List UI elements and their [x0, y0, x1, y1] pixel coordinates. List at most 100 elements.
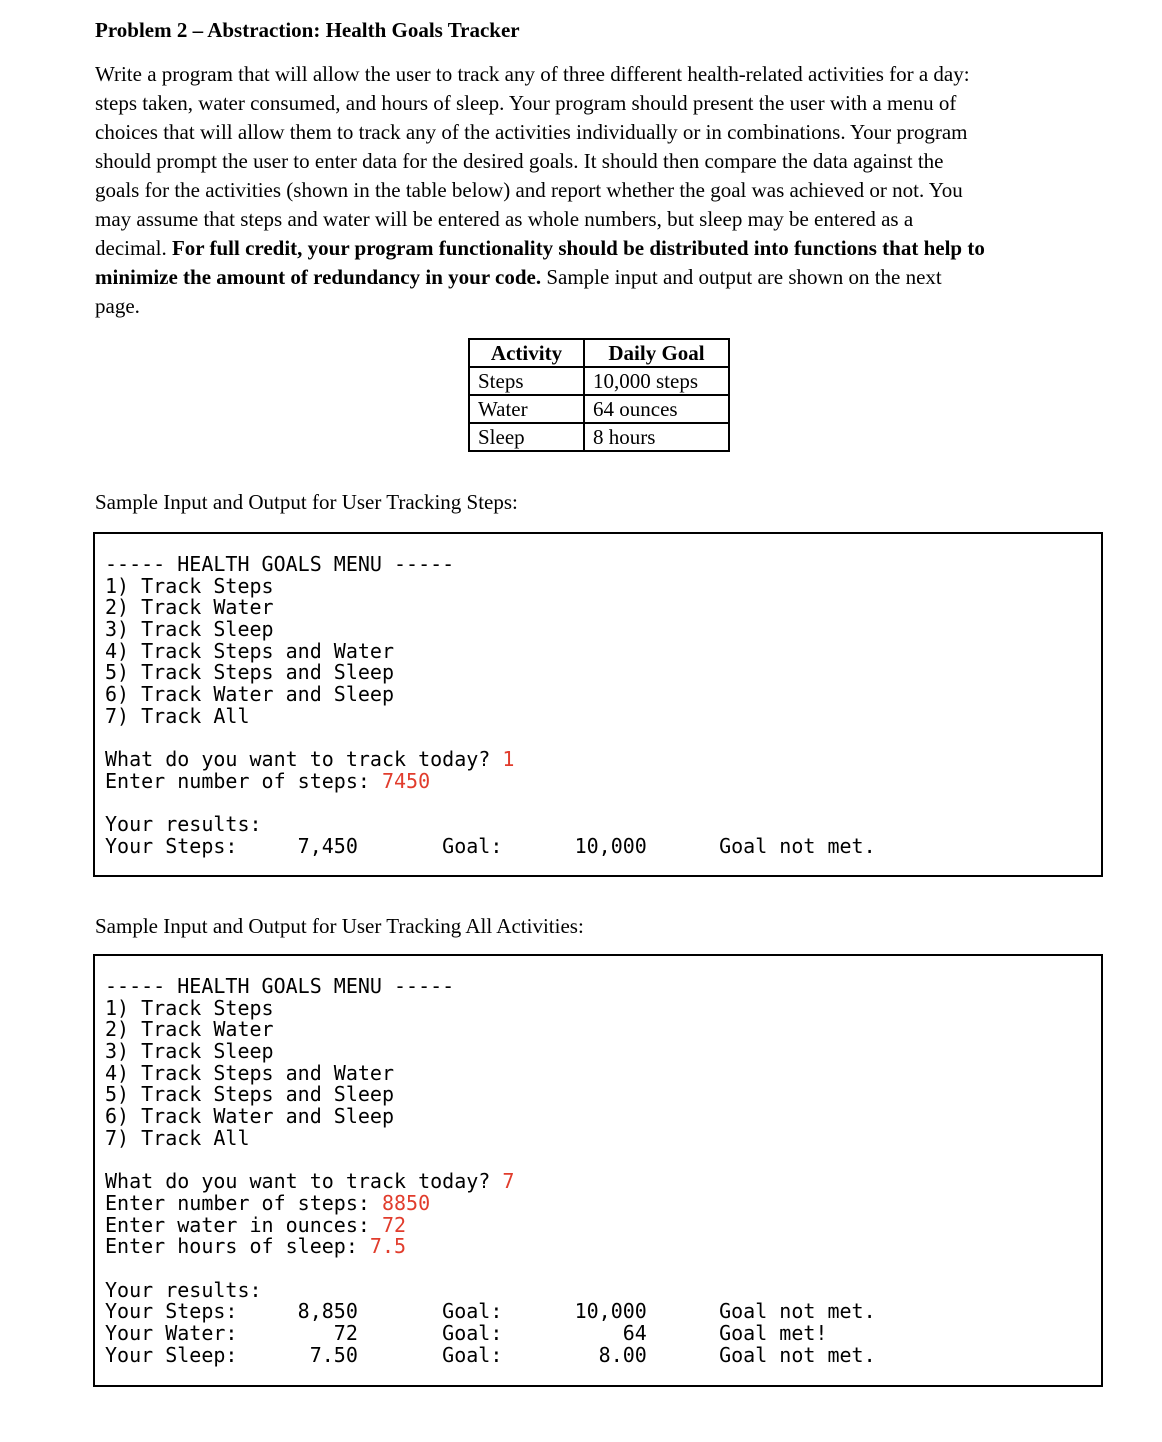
user-input-value: 7450	[381, 768, 431, 793]
terminal-line: Enter number of steps: 8850	[105, 1190, 1101, 1215]
paragraph-line: minimize the amount of redundancy in you…	[95, 263, 1162, 292]
paragraph-line: choices that will allow them to track an…	[95, 118, 1162, 147]
terminal-line: 7) Track All	[105, 1125, 1101, 1150]
text-segment: 5) Track Steps and Sleep	[105, 1082, 394, 1107]
terminal-line: Enter number of steps: 7450	[105, 768, 1101, 793]
terminal-line: 4) Track Steps and Water	[105, 1060, 1101, 1085]
text-segment: 6) Track Water and Sleep	[105, 682, 394, 707]
terminal-line: Your Water: 72 Goal: 64 Goal met!	[105, 1321, 1101, 1345]
goal-cell: 10,000 steps	[583, 366, 730, 396]
text-segment: decimal.	[95, 236, 172, 260]
terminal-line: Your results:	[105, 812, 1101, 837]
problem-description: Write a program that will allow the user…	[95, 60, 1162, 321]
text-segment: Sample input and output are shown on the…	[541, 265, 942, 289]
activity-cell: Sleep	[468, 422, 585, 452]
terminal-line	[105, 1150, 1101, 1172]
text-segment: Your Sleep: 7.50 Goal: 8.00 Goal not met…	[105, 1342, 876, 1367]
terminal-line: Your Steps: 8,850 Goal: 10,000 Goal not …	[105, 1299, 1101, 1324]
table-row: Sleep 8 hours	[468, 422, 730, 452]
text-segment: Your Steps: 7,450 Goal: 10,000 Goal not …	[105, 833, 876, 858]
text-segment: 1) Track Steps	[105, 995, 274, 1020]
text-segment: 2) Track Water	[105, 1017, 274, 1042]
terminal-line: 5) Track Steps and Sleep	[105, 1084, 1101, 1106]
paragraph-line: page.	[95, 292, 1162, 321]
paragraph-line: may assume that steps and water will be …	[95, 205, 1162, 234]
text-segment: 3) Track Sleep	[105, 617, 274, 642]
text-segment: Your results:	[105, 1277, 262, 1302]
paragraph-line: Write a program that will allow the user…	[95, 60, 1162, 89]
terminal-line	[105, 793, 1101, 815]
user-input-value: 7	[502, 1169, 515, 1194]
sample-all-activities-terminal: ----- HEALTH GOALS MENU ----- 1) Track St…	[93, 954, 1103, 1387]
paragraph-line: decimal. For full credit, your program f…	[95, 234, 1162, 263]
goals-table: Activity Daily Goal Steps 10,000 steps W…	[468, 338, 730, 452]
user-input-value: 72	[381, 1212, 407, 1237]
text-segment: goals for the activities (shown in the t…	[95, 178, 963, 202]
problem-title: Problem 2 – Abstraction: Health Goals Tr…	[95, 18, 520, 42]
text-segment: 5) Track Steps and Sleep	[105, 660, 394, 685]
sample-all-activities-label: Sample Input and Output for User Trackin…	[95, 914, 584, 938]
user-input-value: 7.5	[369, 1234, 407, 1259]
terminal-line: Enter hours of sleep: 7.5	[105, 1234, 1101, 1259]
text-segment: may assume that steps and water will be …	[95, 207, 914, 231]
text-segment: steps taken, water consumed, and hours o…	[95, 91, 957, 115]
activity-cell: Steps	[468, 366, 585, 396]
text-segment: What do you want to track today?	[105, 1169, 503, 1194]
terminal-line: 6) Track Water and Sleep	[105, 682, 1101, 707]
activity-cell: Water	[468, 394, 585, 424]
text-segment: For full credit, your program functional…	[171, 236, 985, 260]
terminal-line: 3) Track Sleep	[105, 617, 1101, 642]
text-segment: 1) Track Steps	[105, 573, 274, 598]
goals-table-header-daily-goal: Daily Goal	[583, 338, 730, 368]
paragraph-line: steps taken, water consumed, and hours o…	[95, 89, 1162, 118]
user-input-value: 8850	[381, 1190, 431, 1215]
text-segment: choices that will allow them to track an…	[95, 120, 968, 144]
text-segment: 7) Track All	[105, 703, 250, 728]
text-segment: Your Steps: 8,850 Goal: 10,000 Goal not …	[105, 1299, 876, 1324]
terminal-line: Enter water in ounces: 72	[105, 1212, 1101, 1237]
terminal-line: ----- HEALTH GOALS MENU -----	[105, 552, 1101, 576]
terminal-line: What do you want to track today? 1	[105, 747, 1101, 772]
terminal-line: Your Steps: 7,450 Goal: 10,000 Goal not …	[105, 833, 1101, 858]
paragraph-line: goals for the activities (shown in the t…	[95, 176, 1162, 205]
goal-cell: 8 hours	[583, 422, 730, 452]
text-segment: ----- HEALTH GOALS MENU -----	[105, 552, 455, 576]
text-segment: What do you want to track today?	[105, 747, 503, 772]
text-segment: should prompt the user to enter data for…	[95, 149, 944, 173]
terminal-line: 7) Track All	[105, 703, 1101, 728]
text-segment: Enter hours of sleep:	[105, 1234, 370, 1259]
terminal-line	[105, 728, 1101, 750]
user-input-value: 1	[502, 747, 515, 772]
terminal-line: 1) Track Steps	[105, 573, 1101, 598]
text-segment: Enter number of steps:	[105, 768, 382, 793]
text-segment: 4) Track Steps and Water	[105, 638, 394, 663]
terminal-line: 6) Track Water and Sleep	[105, 1104, 1101, 1129]
terminal-line: 5) Track Steps and Sleep	[105, 662, 1101, 684]
text-segment: 6) Track Water and Sleep	[105, 1104, 394, 1129]
table-row: Steps 10,000 steps	[468, 366, 730, 396]
text-segment: 2) Track Water	[105, 595, 274, 620]
terminal-line: 2) Track Water	[105, 597, 1101, 619]
paragraph-line: should prompt the user to enter data for…	[95, 147, 1162, 176]
terminal-line: What do you want to track today? 7	[105, 1169, 1101, 1194]
text-segment: Enter water in ounces:	[105, 1212, 382, 1237]
sample-steps-label: Sample Input and Output for User Trackin…	[95, 490, 518, 514]
text-segment: Your results:	[105, 812, 262, 837]
goals-table-header-row: Activity Daily Goal	[468, 338, 730, 368]
text-segment: Your Water: 72 Goal: 64 Goal met!	[105, 1321, 828, 1345]
goal-cell: 64 ounces	[583, 394, 730, 424]
text-segment: 3) Track Sleep	[105, 1039, 274, 1064]
terminal-line: 2) Track Water	[105, 1019, 1101, 1041]
text-segment: 7) Track All	[105, 1125, 250, 1150]
terminal-line: 4) Track Steps and Water	[105, 638, 1101, 663]
terminal-line: ----- HEALTH GOALS MENU -----	[105, 974, 1101, 998]
terminal-line: 1) Track Steps	[105, 995, 1101, 1020]
text-segment: 4) Track Steps and Water	[105, 1060, 394, 1085]
text-segment: Enter number of steps:	[105, 1190, 382, 1215]
terminal-line: 3) Track Sleep	[105, 1039, 1101, 1064]
text-segment: minimize the amount of redundancy in you…	[95, 265, 542, 289]
goals-table-header-activity: Activity	[468, 338, 585, 368]
table-row: Water 64 ounces	[468, 394, 730, 424]
text-segment: ----- HEALTH GOALS MENU -----	[105, 974, 455, 998]
